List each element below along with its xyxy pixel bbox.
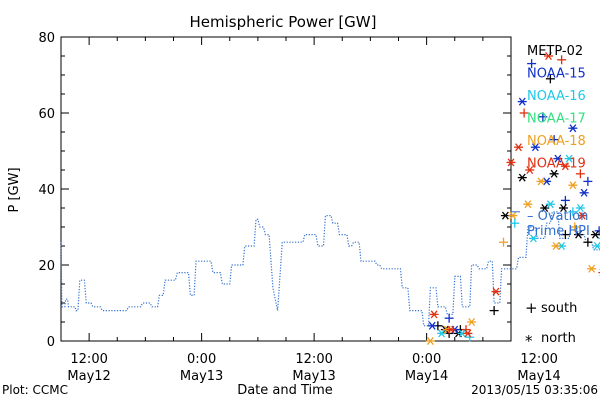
south-point (465, 332, 475, 342)
north-point (549, 169, 559, 178)
south-point (560, 195, 570, 205)
x-tick-date: May13 (180, 369, 223, 384)
north-point (508, 211, 518, 220)
x-tick-date: May12 (67, 369, 110, 384)
south-point (557, 55, 567, 65)
north-point (568, 181, 578, 190)
x-tick-time: 12:00 (295, 352, 332, 367)
footer-plot-credit: Plot: CCMC (2, 383, 68, 397)
north-point (525, 165, 535, 175)
x-axis-label: Date and Time (237, 383, 333, 398)
legend-entry: NOAA-18 (527, 134, 586, 149)
south-point (583, 237, 593, 247)
south-point (594, 226, 600, 236)
south-point (570, 222, 580, 232)
north-point (529, 234, 538, 243)
x-tick-time: 12:00 (520, 352, 557, 367)
south-point (527, 59, 537, 69)
x-tick-labels: 12:00 May12 0:00 May13 12:00 May13 0:00 May14 12… (67, 352, 560, 384)
north-point (560, 162, 570, 171)
x-tick-date: May13 (292, 369, 335, 384)
north-point (553, 154, 563, 163)
plot-frame (60, 36, 512, 342)
north-point (574, 230, 583, 239)
south-point (444, 313, 454, 323)
y-tick-label: 60 (38, 107, 55, 122)
ovation-hpi-line (60, 211, 600, 327)
north-point (559, 203, 568, 213)
south-point (549, 135, 559, 145)
south-point (499, 237, 508, 247)
north-point (467, 317, 477, 327)
north-symbol: * (525, 332, 533, 350)
north-point (425, 336, 435, 346)
north-point (577, 211, 587, 220)
ovation-legend-line2: Prime HPI (527, 224, 590, 239)
legend-entry: NOAA-19 (527, 157, 586, 172)
south-point (461, 325, 471, 335)
y-tick-label: 0 (47, 335, 55, 350)
north-point (579, 188, 589, 197)
south-point (545, 74, 555, 84)
south-point (583, 176, 593, 186)
south-point (568, 207, 578, 217)
x-tick-time: 0:00 (412, 352, 441, 367)
y-tick-label: 20 (38, 259, 55, 274)
north-label: north (541, 331, 576, 346)
north-point (544, 51, 553, 61)
legend-entry: METP-02 (527, 44, 583, 59)
north-point (491, 287, 501, 296)
north-point (446, 325, 456, 334)
ovation-hpi-series (60, 211, 600, 327)
chart-title: Hemispheric Power [GW] (190, 13, 377, 31)
south-point (519, 108, 529, 118)
y-tick-labels: 0 20 40 60 80 (38, 31, 55, 350)
north-point (590, 230, 600, 239)
north-point (587, 264, 597, 273)
legend-entry: NOAA-17 (527, 112, 586, 127)
south-point (538, 112, 548, 122)
north-point (568, 124, 578, 133)
south-label: south (541, 301, 577, 316)
x-tick-date: May14 (405, 369, 448, 384)
north-point (427, 321, 437, 330)
north-point (517, 173, 527, 182)
north-point (530, 143, 540, 152)
ovation-legend-line1: – Ovation (527, 209, 588, 224)
north-point (536, 177, 546, 186)
y-tick-label: 40 (38, 183, 55, 198)
satellite-legend: METP-02 NOAA-15 NOAA-16 NOAA-17 NOAA-18 NOAA-… (527, 44, 586, 172)
north-point (506, 158, 516, 167)
x-tick-time: 0:00 (187, 352, 216, 367)
south-symbol: + (525, 299, 538, 317)
south-point (560, 230, 570, 240)
north-point (523, 200, 533, 209)
north-point (592, 241, 600, 251)
legend-entry: NOAA-16 (527, 89, 586, 104)
north-point (463, 329, 473, 338)
satellite-points (425, 51, 600, 346)
south-point (510, 218, 520, 228)
x-tick-date: May14 (517, 369, 560, 384)
axis-ticks (61, 36, 512, 342)
north-point (545, 200, 555, 209)
north-point (575, 203, 585, 213)
north-point (517, 97, 527, 106)
legend-entry: NOAA-15 (527, 67, 586, 82)
north-point (429, 310, 439, 319)
y-tick-label: 80 (38, 31, 55, 46)
north-point (514, 143, 523, 152)
y-axis-label: P [GW] (7, 167, 22, 212)
footer-timestamp: 2013/05/15 03:35:06 (471, 383, 598, 397)
north-point (564, 154, 574, 163)
south-point (489, 306, 499, 316)
x-tick-time: 12:00 (70, 352, 107, 367)
north-point (551, 241, 561, 251)
south-point (575, 169, 585, 179)
